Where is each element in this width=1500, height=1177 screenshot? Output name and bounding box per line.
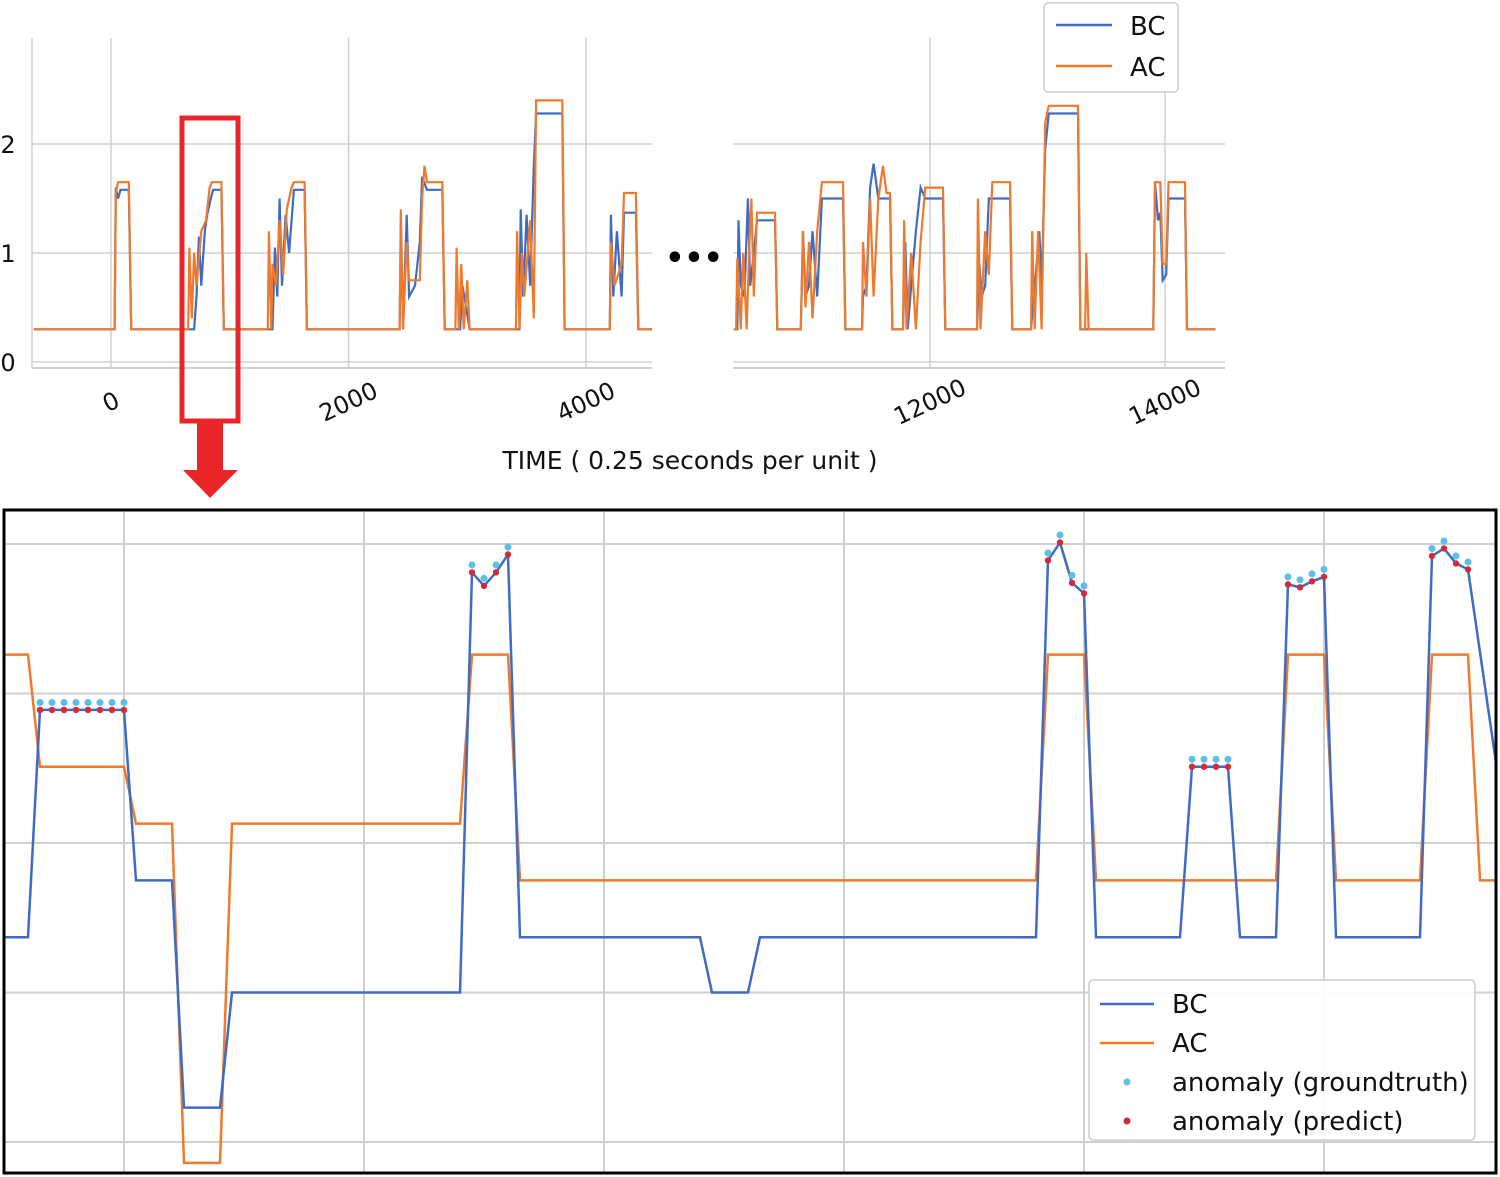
y-tick-label: 1: [0, 240, 15, 268]
series-line-ac: [733, 104, 1216, 331]
anomaly-groundtruth-point: [72, 698, 80, 706]
anomaly-groundtruth-point: [1200, 755, 1208, 763]
anomaly-groundtruth-point: [1056, 531, 1064, 539]
zoom-highlight: [179, 115, 241, 498]
x-tick-label: 4000: [552, 376, 619, 427]
anomaly-groundtruth-point: [1212, 755, 1220, 763]
anomaly-groundtruth-point: [36, 698, 44, 706]
anomaly-groundtruth-point: [1080, 582, 1088, 590]
legend-label-bc: BC: [1130, 12, 1166, 42]
anomaly-predict-point: [480, 582, 488, 590]
anomaly-predict-point: [1044, 557, 1052, 564]
legend-label-groundtruth: anomaly (groundtruth): [1172, 1068, 1469, 1098]
bottom-legend: BC AC anomaly (groundtruth) anomaly (pre…: [1088, 979, 1476, 1141]
anomaly-groundtruth-point: [1308, 570, 1316, 578]
anomaly-groundtruth-point: [492, 561, 500, 569]
anomaly-groundtruth-point: [1428, 544, 1436, 552]
legend-label-ac: AC: [1172, 1029, 1207, 1059]
anomaly-groundtruth-point: [96, 698, 104, 706]
anomaly-predict-point: [1200, 763, 1208, 770]
anomaly-predict-point: [504, 551, 512, 558]
anomaly-predict-point: [1428, 552, 1436, 560]
anomaly-predict-point: [1056, 539, 1064, 546]
anomaly-predict-point: [48, 706, 56, 714]
series-line-bc: [33, 112, 652, 331]
series-line-ac: [5, 653, 1495, 1165]
anomaly-groundtruth-point: [1452, 552, 1460, 560]
anomaly-predict-point: [1188, 763, 1196, 770]
legend-label-predict: anomaly (predict): [1172, 1107, 1404, 1137]
anomaly-groundtruth-point: [480, 574, 488, 582]
y-tick-label: 0: [0, 349, 15, 377]
anomaly-predict-point: [60, 706, 68, 714]
anomaly-predict-point: [1296, 584, 1304, 591]
anomaly-predict-point: [120, 706, 128, 714]
anomaly-groundtruth-point: [60, 698, 68, 706]
legend-marker-predict: [1123, 1117, 1131, 1125]
anomaly-groundtruth-point: [84, 698, 92, 706]
anomaly-groundtruth-point: [1044, 549, 1052, 557]
anomaly-predict-point: [1224, 763, 1232, 770]
anomaly-predict-point: [1212, 763, 1220, 770]
legend-label-bc: BC: [1172, 990, 1208, 1020]
anomaly-groundtruth-point: [1440, 537, 1448, 545]
anomaly-predict-point: [492, 569, 500, 576]
anomaly-predict-point: [1464, 566, 1472, 573]
anomaly-predict-point: [1452, 560, 1460, 567]
anomaly-predict-point: [36, 706, 44, 714]
anomaly-predict-point: [84, 706, 92, 714]
y-tick-label: 2: [0, 131, 15, 159]
axis-break-marker: •••: [665, 241, 723, 276]
anomaly-predict-point: [108, 706, 116, 714]
zoom-frame: [2, 508, 1498, 1175]
anomaly-groundtruth-point: [1284, 573, 1292, 581]
anomaly-groundtruth-point: [1296, 576, 1304, 584]
anomaly-predict-point: [96, 706, 104, 714]
arrow-down-icon: [183, 470, 238, 498]
anomaly-predict-point: [1440, 545, 1448, 552]
highlight-box: [179, 115, 241, 424]
anomaly-groundtruth-point: [1320, 565, 1328, 573]
anomaly-predict-point: [1284, 581, 1292, 588]
anomaly-groundtruth-point: [1068, 571, 1076, 579]
anomaly-predict-point: [1080, 590, 1088, 597]
anomaly-predict-point: [72, 706, 80, 714]
x-tick-label: 12000: [889, 373, 970, 431]
arrow-shaft: [197, 423, 223, 471]
legend-marker-groundtruth: [1123, 1078, 1131, 1086]
x-tick-label: 14000: [1124, 373, 1205, 431]
anomaly-predict-point: [1320, 573, 1328, 581]
anomaly-groundtruth-point: [504, 543, 512, 551]
anomaly-predict-point: [468, 569, 476, 576]
x-tick-label: 2000: [315, 376, 382, 427]
anomaly-groundtruth-point: [1188, 755, 1196, 763]
legend-box: [1088, 979, 1476, 1141]
anomaly-predict-point: [1308, 578, 1316, 585]
anomaly-groundtruth-point: [120, 698, 128, 706]
x-axis-label: TIME ( 0.25 seconds per unit ): [501, 446, 877, 475]
top-legend: BC AC: [1043, 2, 1179, 93]
anomaly-groundtruth-point: [1464, 558, 1472, 566]
legend-label-ac: AC: [1130, 53, 1165, 83]
x-tick-label: 0: [98, 386, 124, 418]
anomaly-groundtruth-point: [1224, 755, 1232, 763]
series-line-ac: [33, 99, 652, 331]
anomaly-groundtruth-point: [468, 561, 476, 569]
anomaly-predict-point: [1068, 579, 1076, 587]
anomaly-groundtruth-point: [108, 698, 116, 706]
anomaly-groundtruth-point: [48, 698, 56, 706]
